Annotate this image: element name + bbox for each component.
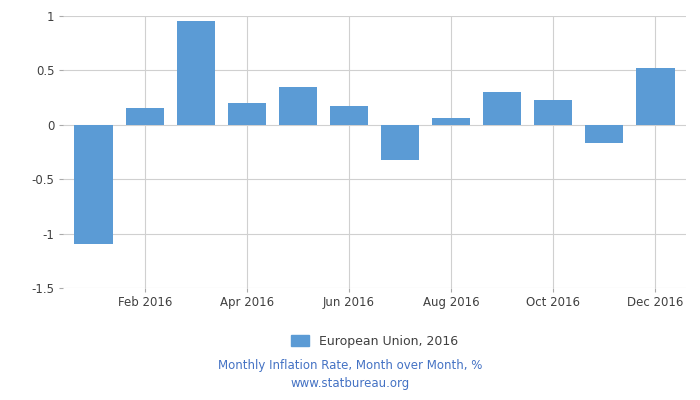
Bar [330, 106, 368, 125]
Bar [432, 118, 470, 125]
Bar [381, 125, 419, 160]
Bar [228, 103, 266, 125]
Legend: European Union, 2016: European Union, 2016 [286, 330, 463, 353]
Text: Monthly Inflation Rate, Month over Month, %: Monthly Inflation Rate, Month over Month… [218, 360, 482, 372]
Bar [585, 125, 624, 143]
Bar [534, 100, 573, 125]
Bar [636, 68, 675, 125]
Bar [279, 87, 317, 125]
Text: www.statbureau.org: www.statbureau.org [290, 378, 410, 390]
Bar [74, 125, 113, 244]
Bar [125, 108, 164, 125]
Bar [176, 22, 215, 125]
Bar [483, 92, 522, 125]
